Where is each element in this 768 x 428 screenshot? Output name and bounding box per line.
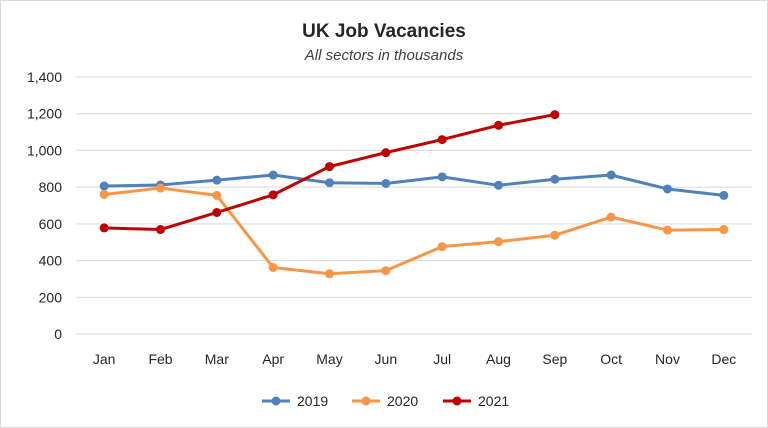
y-tick-label: 1,000 <box>27 142 62 158</box>
y-tick-label: 400 <box>39 253 63 269</box>
data-point-2021 <box>99 223 109 233</box>
data-point-2020 <box>606 212 616 222</box>
data-point-2020 <box>663 225 672 235</box>
chart-subtitle: All sectors in thousands <box>304 47 464 64</box>
data-point-2019 <box>212 175 222 185</box>
data-point-2019 <box>325 178 334 188</box>
x-tick-label: Sep <box>542 351 567 367</box>
x-tick-label: Nov <box>655 351 680 367</box>
data-point-2021 <box>381 148 391 158</box>
data-point-2019 <box>606 170 616 180</box>
x-tick-label: Mar <box>205 351 229 367</box>
x-tick-label: Oct <box>600 351 622 367</box>
data-point-2020 <box>325 269 334 279</box>
y-tick-label: 600 <box>39 216 63 232</box>
legend-marker-2020 <box>361 396 371 406</box>
x-tick-label: Dec <box>711 351 736 367</box>
legend: 2019 2020 2021 <box>262 393 509 409</box>
x-tick-label: Feb <box>148 351 172 367</box>
legend-marker-2019 <box>271 396 281 406</box>
data-point-2019 <box>99 181 109 191</box>
data-point-2020 <box>494 237 503 247</box>
data-point-2019 <box>719 190 729 200</box>
data-point-2019 <box>437 172 447 182</box>
data-point-2021 <box>550 110 560 120</box>
gridlines <box>76 76 752 335</box>
legend-label-2021: 2021 <box>478 393 509 409</box>
data-point-2020 <box>156 183 165 193</box>
data-point-2020 <box>268 263 278 273</box>
data-point-2019 <box>494 180 503 190</box>
x-tick-label: Apr <box>262 351 284 367</box>
data-point-2020 <box>550 230 560 240</box>
data-point-2021 <box>156 225 165 235</box>
y-tick-label: 0 <box>54 326 62 342</box>
data-point-2020 <box>437 242 447 252</box>
y-tick-label: 200 <box>39 289 63 305</box>
x-tick-label: Jan <box>93 351 116 367</box>
data-point-2021 <box>325 162 334 172</box>
y-tick-label: 1,200 <box>27 106 62 122</box>
data-point-2021 <box>268 190 278 200</box>
data-point-2020 <box>381 266 391 276</box>
data-point-2021 <box>494 120 503 130</box>
data-point-2021 <box>212 207 222 217</box>
data-point-2019 <box>268 170 278 180</box>
legend-label-2020: 2020 <box>387 393 418 409</box>
y-tick-label: 800 <box>39 179 63 195</box>
data-point-2021 <box>437 135 447 145</box>
series-lines <box>99 110 729 279</box>
data-point-2019 <box>381 178 391 188</box>
axis-labels: 0 200 400 600 800 1,000 1,200 1,400 Jan Feb Mar Apr… <box>27 69 736 367</box>
x-tick-label: Jun <box>375 351 398 367</box>
data-point-2019 <box>663 184 672 194</box>
legend-marker-2021 <box>452 396 462 406</box>
x-tick-label: May <box>316 351 342 367</box>
data-point-2020 <box>212 190 222 200</box>
series-line-2019 <box>102 173 726 197</box>
data-point-2020 <box>99 189 109 199</box>
data-point-2020 <box>719 225 729 235</box>
series-line-2020 <box>102 186 726 276</box>
series-line-2021 <box>102 113 557 232</box>
y-tick-label: 1,400 <box>27 69 62 85</box>
x-tick-label: Aug <box>486 351 511 367</box>
data-point-2019 <box>550 174 560 184</box>
x-tick-label: Jul <box>433 351 451 367</box>
chart-title: UK Job Vacancies <box>302 21 466 42</box>
legend-label-2019: 2019 <box>297 393 328 409</box>
